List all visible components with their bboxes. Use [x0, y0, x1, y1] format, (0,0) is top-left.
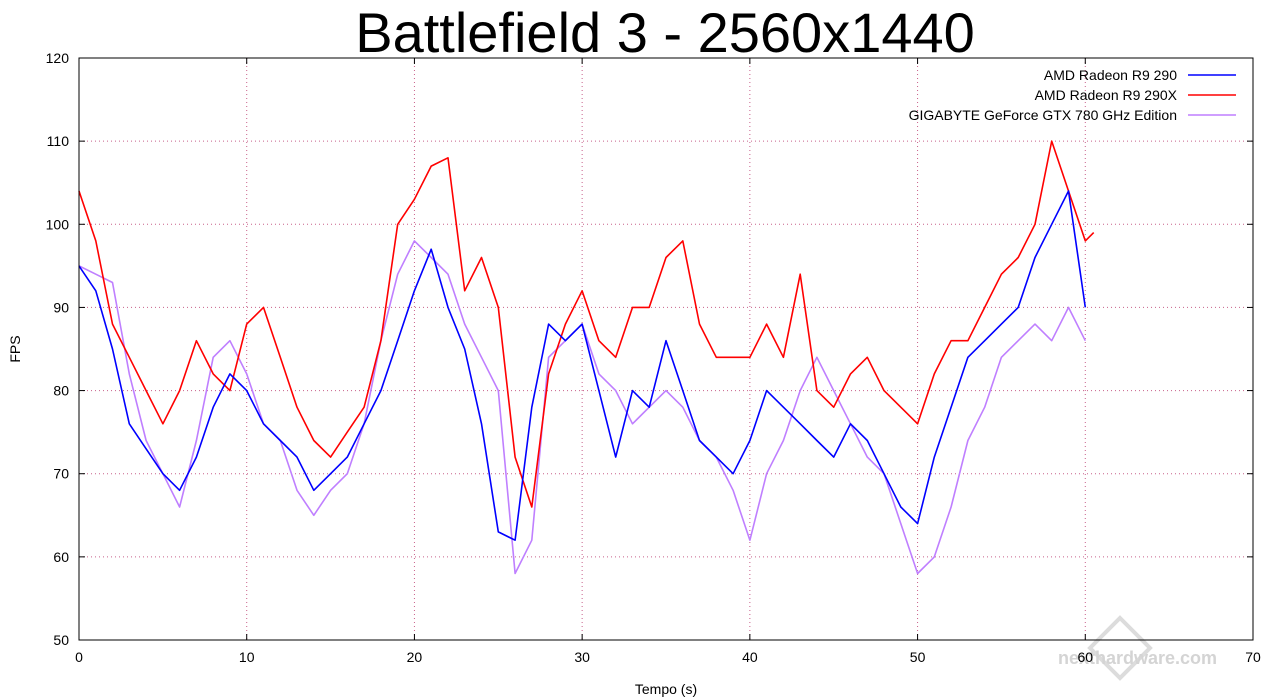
y-tick-label: 110 — [47, 133, 70, 149]
series-layer — [78, 140, 1095, 575]
series-line-1 — [78, 140, 1095, 508]
watermark-logo — [1087, 615, 1153, 681]
x-tick-label: 70 — [1245, 649, 1261, 665]
y-tick-label: 60 — [53, 549, 69, 565]
y-tick-label: 70 — [53, 466, 69, 482]
x-tick-label: 10 — [239, 649, 255, 665]
grid — [79, 58, 1253, 640]
x-axis: 0 10 20 30 40 50 60 70 — [75, 58, 1261, 665]
y-tick-label: 90 — [53, 299, 69, 315]
watermark-text: nexthardware.com — [1058, 648, 1217, 668]
x-tick-label: 60 — [1077, 649, 1093, 665]
x-tick-label: 20 — [407, 649, 423, 665]
series-line-0 — [78, 190, 1087, 542]
y-tick-label: 120 — [46, 50, 70, 66]
plot-frame — [78, 57, 1254, 641]
x-tick-label: 0 — [75, 649, 83, 665]
chart-title: Battlefield 3 - 2560x1440 — [355, 1, 975, 64]
y-axis: 50 60 70 80 90 100 110 120 — [46, 50, 1253, 648]
x-tick-label: 30 — [574, 649, 590, 665]
y-axis-title: FPS — [7, 335, 23, 362]
legend-label: AMD Radeon R9 290X — [1035, 87, 1178, 103]
legend-label: AMD Radeon R9 290 — [1044, 67, 1177, 83]
watermark: nexthardware.com — [1058, 615, 1217, 681]
y-tick-label: 80 — [53, 383, 69, 399]
y-tick-label: 100 — [46, 216, 70, 232]
x-axis-title: Tempo (s) — [635, 681, 697, 697]
legend: AMD Radeon R9 290 AMD Radeon R9 290X GIGAB… — [909, 67, 1236, 123]
x-tick-label: 40 — [742, 649, 758, 665]
y-tick-label: 50 — [53, 632, 69, 648]
legend-label: GIGABYTE GeForce GTX 780 GHz Edition — [909, 107, 1177, 123]
x-tick-label: 50 — [910, 649, 926, 665]
